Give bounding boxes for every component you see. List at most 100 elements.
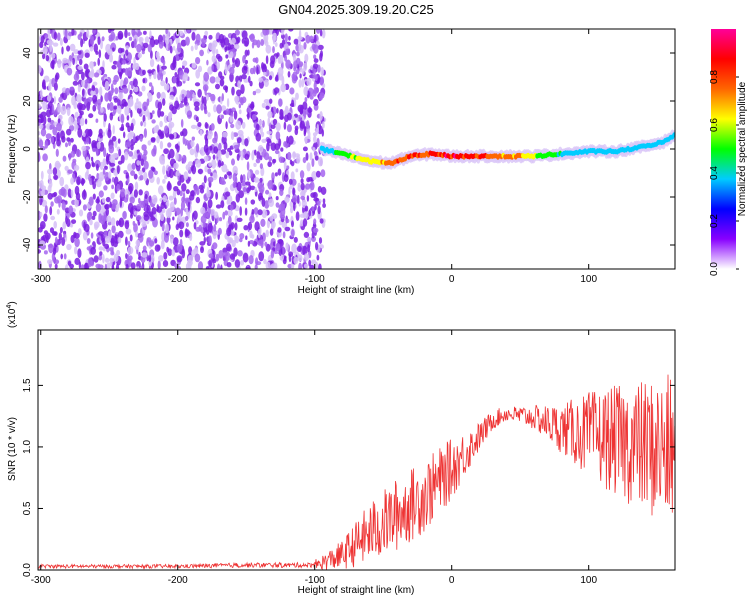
noise-speckle [225, 151, 230, 159]
noise-speckle [157, 101, 163, 111]
noise-speckle [203, 155, 209, 162]
noise-speckle [267, 180, 274, 190]
noise-speckle [220, 149, 227, 155]
noise-speckle [255, 158, 261, 164]
noise-speckle [156, 91, 161, 99]
noise-speckle [175, 170, 180, 177]
noise-speckle [80, 264, 85, 269]
noise-speckle [259, 195, 264, 200]
noise-speckle [143, 30, 147, 35]
noise-speckle [136, 160, 141, 166]
noise-speckle [162, 260, 169, 267]
snr-x-ticks: -300 -200 -100 0 100 [31, 330, 597, 586]
noise-speckle [136, 43, 142, 53]
noise-speckle [56, 208, 60, 215]
noise-speckle [265, 261, 271, 269]
noise-speckle [91, 85, 96, 92]
noise-speckle [124, 188, 130, 197]
noise-speckle [151, 119, 156, 124]
noise-speckle [116, 183, 121, 192]
noise-speckle [189, 233, 193, 242]
noise-speckle [97, 57, 100, 66]
noise-speckle [170, 62, 176, 71]
noise-speckle [283, 121, 287, 130]
noise-speckle [182, 191, 186, 202]
noise-speckle [79, 117, 85, 126]
noise-speckle [95, 50, 99, 55]
noise-speckle [141, 85, 146, 92]
snr-panel: -300 -200 -100 0 100 0.0 0.5 1.0 1.5 Height of … [6, 301, 676, 596]
noise-speckle [247, 240, 251, 247]
noise-speckle [38, 249, 41, 254]
noise-speckle [54, 259, 60, 265]
noise-speckle [153, 144, 157, 155]
noise-speckle [81, 71, 85, 81]
noise-speckle [167, 142, 172, 148]
noise-speckle [298, 262, 302, 269]
noise-speckle [106, 152, 109, 163]
noise-speckle [313, 44, 319, 54]
noise-speckle [60, 105, 67, 116]
noise-speckle [186, 105, 191, 111]
noise-speckle [208, 235, 212, 245]
noise-speckle [169, 94, 175, 100]
noise-speckle [52, 126, 58, 136]
noise-speckle [168, 115, 172, 123]
noise-speckle [89, 46, 94, 52]
noise-speckle [141, 252, 148, 258]
noise-speckle [200, 148, 204, 155]
noise-speckle [173, 162, 179, 169]
noise-speckle [227, 209, 233, 217]
noise-speckle [38, 64, 42, 74]
noise-speckle [104, 263, 108, 269]
noise-speckle [285, 59, 292, 69]
noise-speckle [162, 34, 166, 41]
noise-speckle [260, 239, 264, 249]
noise-speckle [203, 236, 206, 244]
noise-speckle [49, 206, 53, 216]
noise-speckle [255, 57, 259, 64]
noise-speckle [194, 106, 200, 112]
noise-speckle [164, 233, 169, 243]
noise-speckle [259, 163, 263, 170]
noise-speckle [315, 127, 319, 135]
noise-speckle [215, 48, 219, 55]
noise-speckle [279, 188, 284, 197]
noise-speckle [65, 87, 71, 96]
noise-speckle [146, 204, 151, 214]
y-tick-label: 1.5 [22, 378, 33, 392]
noise-speckle [191, 62, 197, 69]
noise-speckle [125, 45, 129, 50]
noise-speckle [184, 138, 187, 146]
noise-speckle [233, 144, 240, 149]
noise-speckle [214, 132, 218, 142]
noise-speckle [309, 35, 314, 43]
noise-speckle [292, 187, 295, 196]
noise-speckle [100, 107, 104, 113]
noise-speckle [185, 189, 190, 195]
noise-speckle [73, 232, 80, 239]
noise-speckle [267, 111, 273, 119]
noise-speckle [110, 251, 115, 256]
noise-speckle [319, 52, 323, 62]
noise-speckle [120, 187, 126, 198]
noise-speckle [304, 136, 308, 144]
noise-speckle [236, 137, 242, 144]
noise-speckle [273, 87, 280, 94]
noise-speckle [62, 221, 67, 230]
noise-speckle [223, 37, 230, 46]
x-tick-label: 0 [449, 575, 455, 586]
noise-speckle [207, 198, 213, 209]
noise-speckle [303, 263, 309, 269]
y-tick-label: 0.5 [22, 501, 33, 515]
noise-speckle [284, 33, 288, 43]
noise-speckle [111, 265, 115, 269]
noise-speckle [93, 221, 100, 229]
noise-speckle [282, 246, 285, 256]
noise-speckle [279, 115, 284, 120]
noise-speckle [57, 58, 62, 69]
noise-speckle [57, 103, 62, 113]
noise-speckle [102, 158, 107, 166]
noise-speckle [138, 200, 145, 205]
noise-speckle [160, 80, 166, 87]
